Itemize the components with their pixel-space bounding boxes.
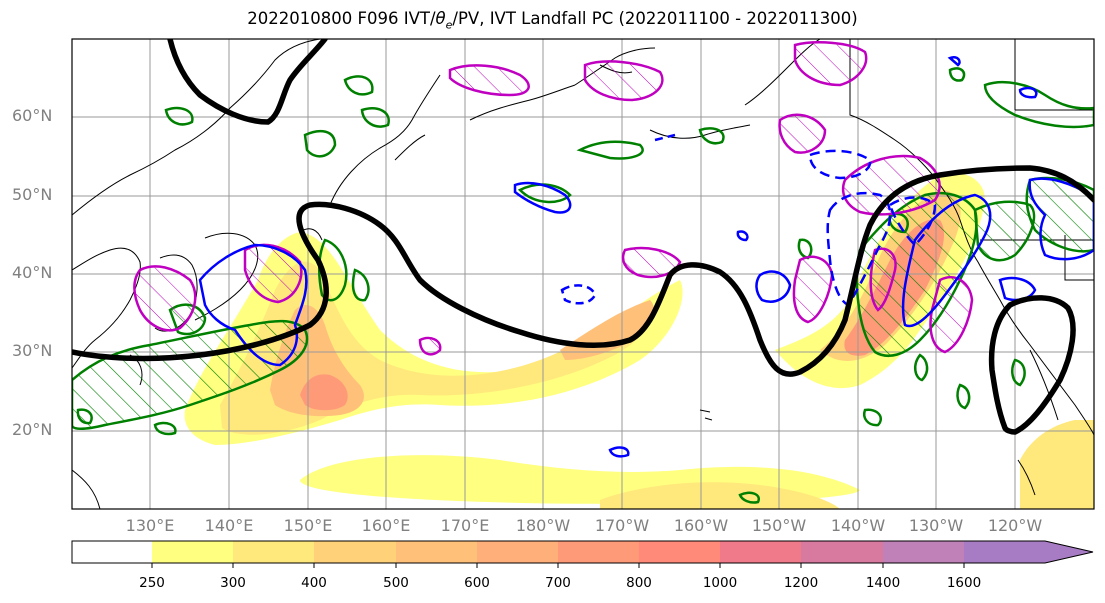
map-frame: [71, 38, 1095, 510]
lon-label-120w: 120°W: [987, 516, 1043, 535]
pv-blue: [198, 56, 1094, 458]
lon-label-160e: 160°E: [361, 516, 411, 535]
colorbar-tick-label: 400: [301, 575, 327, 591]
theta-e-contours: [72, 39, 1094, 435]
colorbar-tick-label: 500: [383, 575, 409, 591]
colorbar-tick-label: 1400: [865, 575, 901, 591]
lon-label-170w: 170°W: [594, 516, 650, 535]
figure-title: 2022010800 F096 IVT/θe/PV, IVT Landfall …: [247, 9, 858, 32]
lon-label-140w: 140°W: [830, 516, 886, 535]
lon-label-140e: 140°E: [204, 516, 254, 535]
lon-label-150w: 150°W: [751, 516, 807, 535]
colorbar-tick-label: 1200: [783, 575, 819, 591]
lat-label-40n: 40°N: [12, 263, 53, 282]
lat-label-50n: 50°N: [12, 185, 53, 204]
lon-label-170e: 170°E: [440, 516, 490, 535]
colorbar-tick-label: 700: [545, 575, 571, 591]
lon-label-160w: 160°W: [673, 516, 729, 535]
lat-label-60n: 60°N: [12, 106, 53, 125]
ivt-band-se: [1020, 420, 1094, 509]
lon-label-150e: 150°E: [283, 516, 333, 535]
colorbar-tick-label: 1600: [946, 575, 982, 591]
ivt-core-west-2: [300, 374, 348, 411]
lon-label-130e: 130°E: [125, 516, 175, 535]
colorbar-tick-label: 800: [626, 575, 652, 591]
colorbar-tick-label: 1000: [702, 575, 738, 591]
lon-label-130w: 130°W: [908, 516, 964, 535]
colorbar-tick-label: 250: [139, 575, 165, 591]
pv-magenta: [133, 41, 974, 356]
ivt-band-south-2: [600, 482, 840, 509]
lat-label-20n: 20°N: [12, 420, 53, 439]
map-panel: [72, 39, 1094, 509]
lon-label-180w: 180°W: [515, 516, 571, 535]
colorbar: [71, 540, 1094, 568]
lat-label-30n: 30°N: [12, 341, 53, 360]
colorbar-tick-label: 600: [464, 575, 490, 591]
colorbar-tick-label: 300: [220, 575, 246, 591]
